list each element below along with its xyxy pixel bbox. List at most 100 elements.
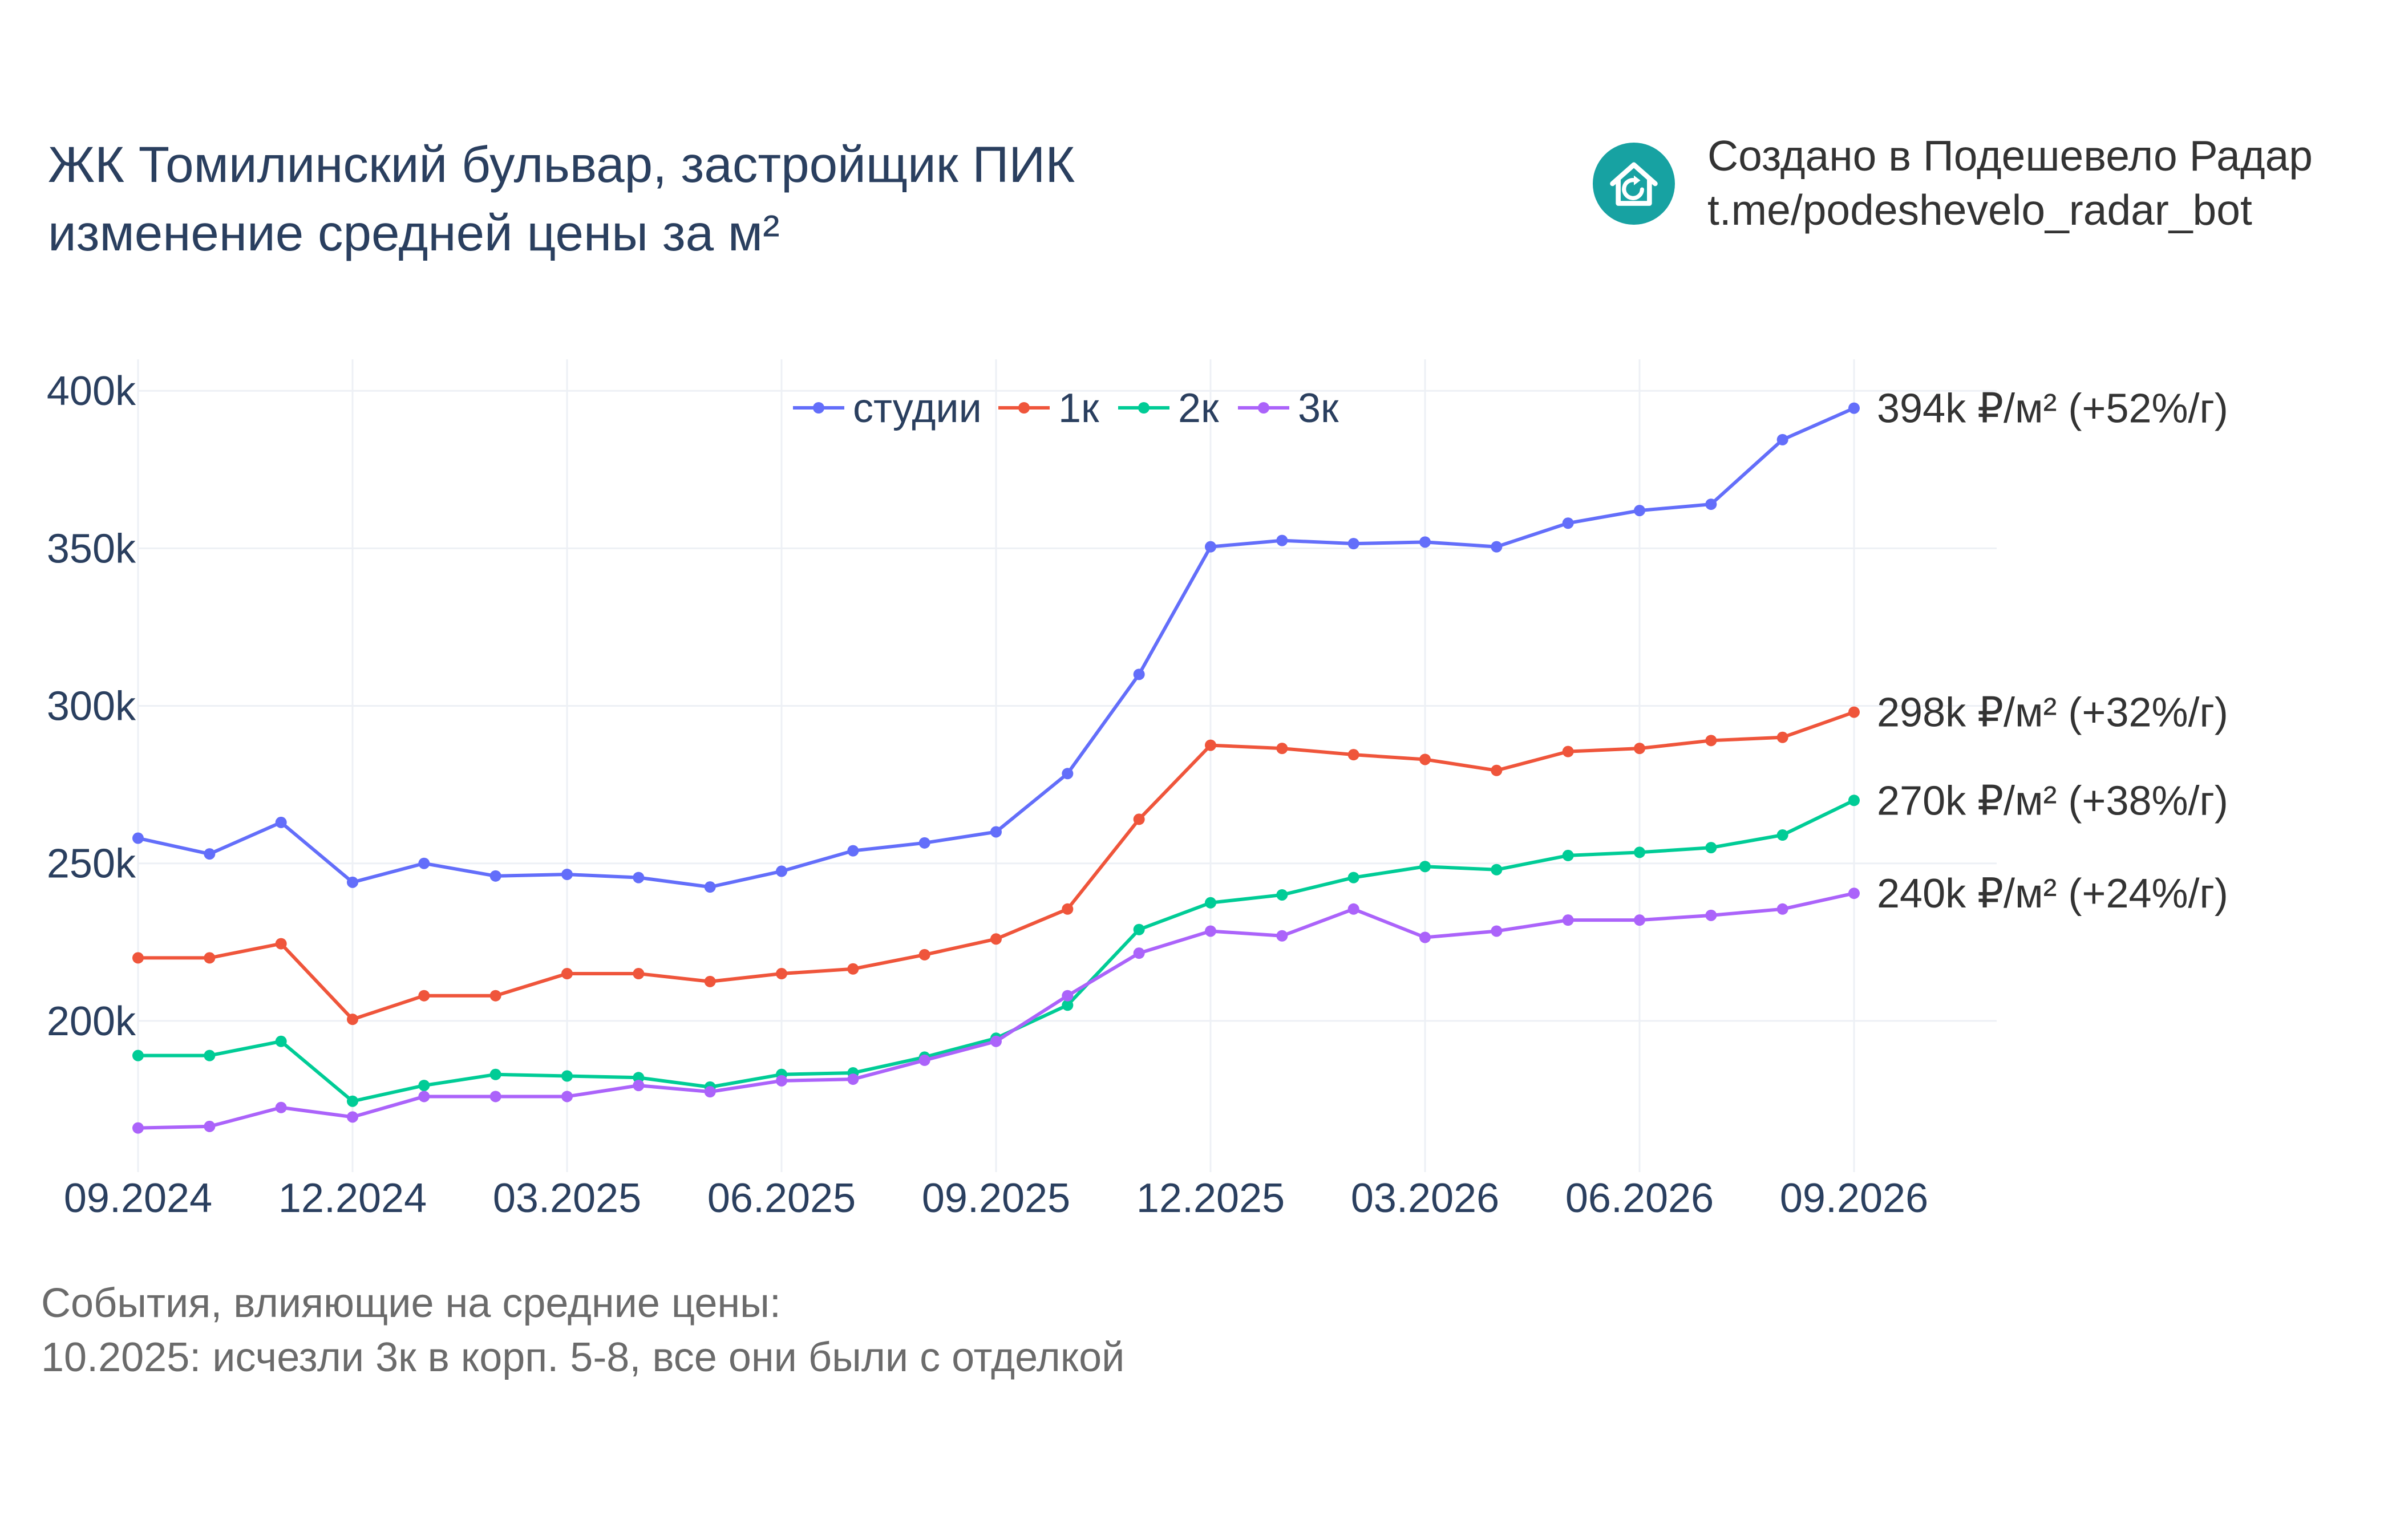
data-point[interactable]: [561, 1091, 573, 1103]
data-point[interactable]: [1634, 505, 1645, 517]
data-point[interactable]: [1419, 861, 1431, 873]
data-point[interactable]: [1062, 768, 1074, 780]
data-point[interactable]: [347, 1111, 358, 1123]
data-point[interactable]: [1347, 749, 1359, 761]
data-point[interactable]: [204, 1049, 216, 1061]
data-point[interactable]: [204, 952, 216, 964]
data-point[interactable]: [1776, 903, 1788, 915]
data-point[interactable]: [1776, 731, 1788, 743]
data-point[interactable]: [990, 1035, 1002, 1047]
data-point[interactable]: [418, 1091, 430, 1103]
data-point[interactable]: [1133, 668, 1145, 680]
data-point[interactable]: [1062, 999, 1074, 1011]
data-point[interactable]: [847, 1073, 859, 1085]
data-point[interactable]: [1634, 914, 1645, 926]
data-point[interactable]: [633, 872, 645, 884]
data-point[interactable]: [132, 832, 144, 844]
data-point[interactable]: [1205, 897, 1216, 909]
data-point[interactable]: [347, 1014, 358, 1026]
data-point[interactable]: [1848, 795, 1860, 807]
data-point[interactable]: [704, 1086, 716, 1098]
data-point[interactable]: [1419, 753, 1431, 765]
data-point[interactable]: [275, 1035, 287, 1047]
data-point[interactable]: [1562, 745, 1574, 757]
data-point[interactable]: [1205, 739, 1216, 751]
legend-item-1к[interactable]: 1к: [998, 386, 1099, 431]
data-point[interactable]: [561, 869, 573, 881]
data-point[interactable]: [275, 816, 287, 828]
data-point[interactable]: [918, 1054, 930, 1066]
data-point[interactable]: [847, 963, 859, 975]
data-point[interactable]: [1848, 887, 1860, 899]
data-point[interactable]: [1276, 743, 1288, 755]
data-point[interactable]: [418, 857, 430, 869]
data-point[interactable]: [1848, 706, 1860, 718]
data-point[interactable]: [1062, 990, 1074, 1002]
data-point[interactable]: [1276, 930, 1288, 942]
data-point[interactable]: [1705, 909, 1717, 921]
data-point[interactable]: [1705, 842, 1717, 854]
data-point[interactable]: [347, 876, 358, 888]
data-point[interactable]: [1347, 538, 1359, 550]
data-point[interactable]: [1562, 849, 1574, 861]
branding-link[interactable]: t.me/podeshevelo_radar_bot: [1707, 186, 2252, 234]
data-point[interactable]: [1062, 903, 1074, 915]
data-point[interactable]: [1491, 764, 1503, 776]
data-point[interactable]: [776, 1075, 787, 1087]
data-point[interactable]: [776, 968, 787, 980]
data-point[interactable]: [1634, 846, 1645, 858]
data-point[interactable]: [918, 949, 930, 961]
data-point[interactable]: [1491, 864, 1503, 876]
data-point[interactable]: [990, 933, 1002, 945]
data-point[interactable]: [561, 968, 573, 980]
data-point[interactable]: [1347, 903, 1359, 915]
data-point[interactable]: [1562, 914, 1574, 926]
legend-item-студии[interactable]: студии: [793, 386, 982, 431]
data-point[interactable]: [489, 1068, 501, 1080]
data-point[interactable]: [1419, 536, 1431, 548]
data-point[interactable]: [1776, 829, 1788, 841]
data-point[interactable]: [1133, 947, 1145, 959]
data-point[interactable]: [633, 1072, 645, 1084]
data-point[interactable]: [561, 1070, 573, 1082]
data-point[interactable]: [1133, 813, 1145, 825]
legend[interactable]: студии 1к 2к 3к: [793, 386, 1339, 431]
data-point[interactable]: [132, 1122, 144, 1134]
data-point[interactable]: [418, 1080, 430, 1092]
data-point[interactable]: [1705, 735, 1717, 747]
data-point[interactable]: [847, 845, 859, 857]
data-point[interactable]: [204, 1120, 216, 1132]
data-point[interactable]: [776, 865, 787, 877]
data-point[interactable]: [132, 1049, 144, 1061]
data-point[interactable]: [1276, 534, 1288, 546]
data-point[interactable]: [418, 990, 430, 1002]
data-point[interactable]: [1848, 402, 1860, 414]
data-point[interactable]: [633, 1080, 645, 1092]
data-point[interactable]: [1347, 872, 1359, 884]
data-point[interactable]: [489, 1091, 501, 1103]
data-point[interactable]: [489, 870, 501, 882]
data-point[interactable]: [275, 1101, 287, 1113]
legend-item-3к[interactable]: 3к: [1238, 386, 1339, 431]
data-point[interactable]: [1205, 925, 1216, 937]
data-point[interactable]: [1634, 743, 1645, 755]
data-point[interactable]: [132, 952, 144, 964]
data-point[interactable]: [1133, 923, 1145, 935]
data-point[interactable]: [704, 975, 716, 987]
legend-item-2к[interactable]: 2к: [1118, 386, 1219, 431]
data-point[interactable]: [1776, 433, 1788, 445]
data-point[interactable]: [1205, 541, 1216, 553]
data-point[interactable]: [1491, 541, 1503, 553]
data-point[interactable]: [275, 938, 287, 950]
data-point[interactable]: [489, 990, 501, 1002]
data-point[interactable]: [1562, 517, 1574, 529]
data-point[interactable]: [347, 1095, 358, 1107]
data-point[interactable]: [633, 968, 645, 980]
data-point[interactable]: [1419, 931, 1431, 943]
data-point[interactable]: [1491, 925, 1503, 937]
data-point[interactable]: [704, 881, 716, 893]
data-point[interactable]: [1705, 499, 1717, 510]
data-point[interactable]: [990, 826, 1002, 838]
data-point[interactable]: [918, 837, 930, 849]
data-point[interactable]: [1276, 889, 1288, 901]
